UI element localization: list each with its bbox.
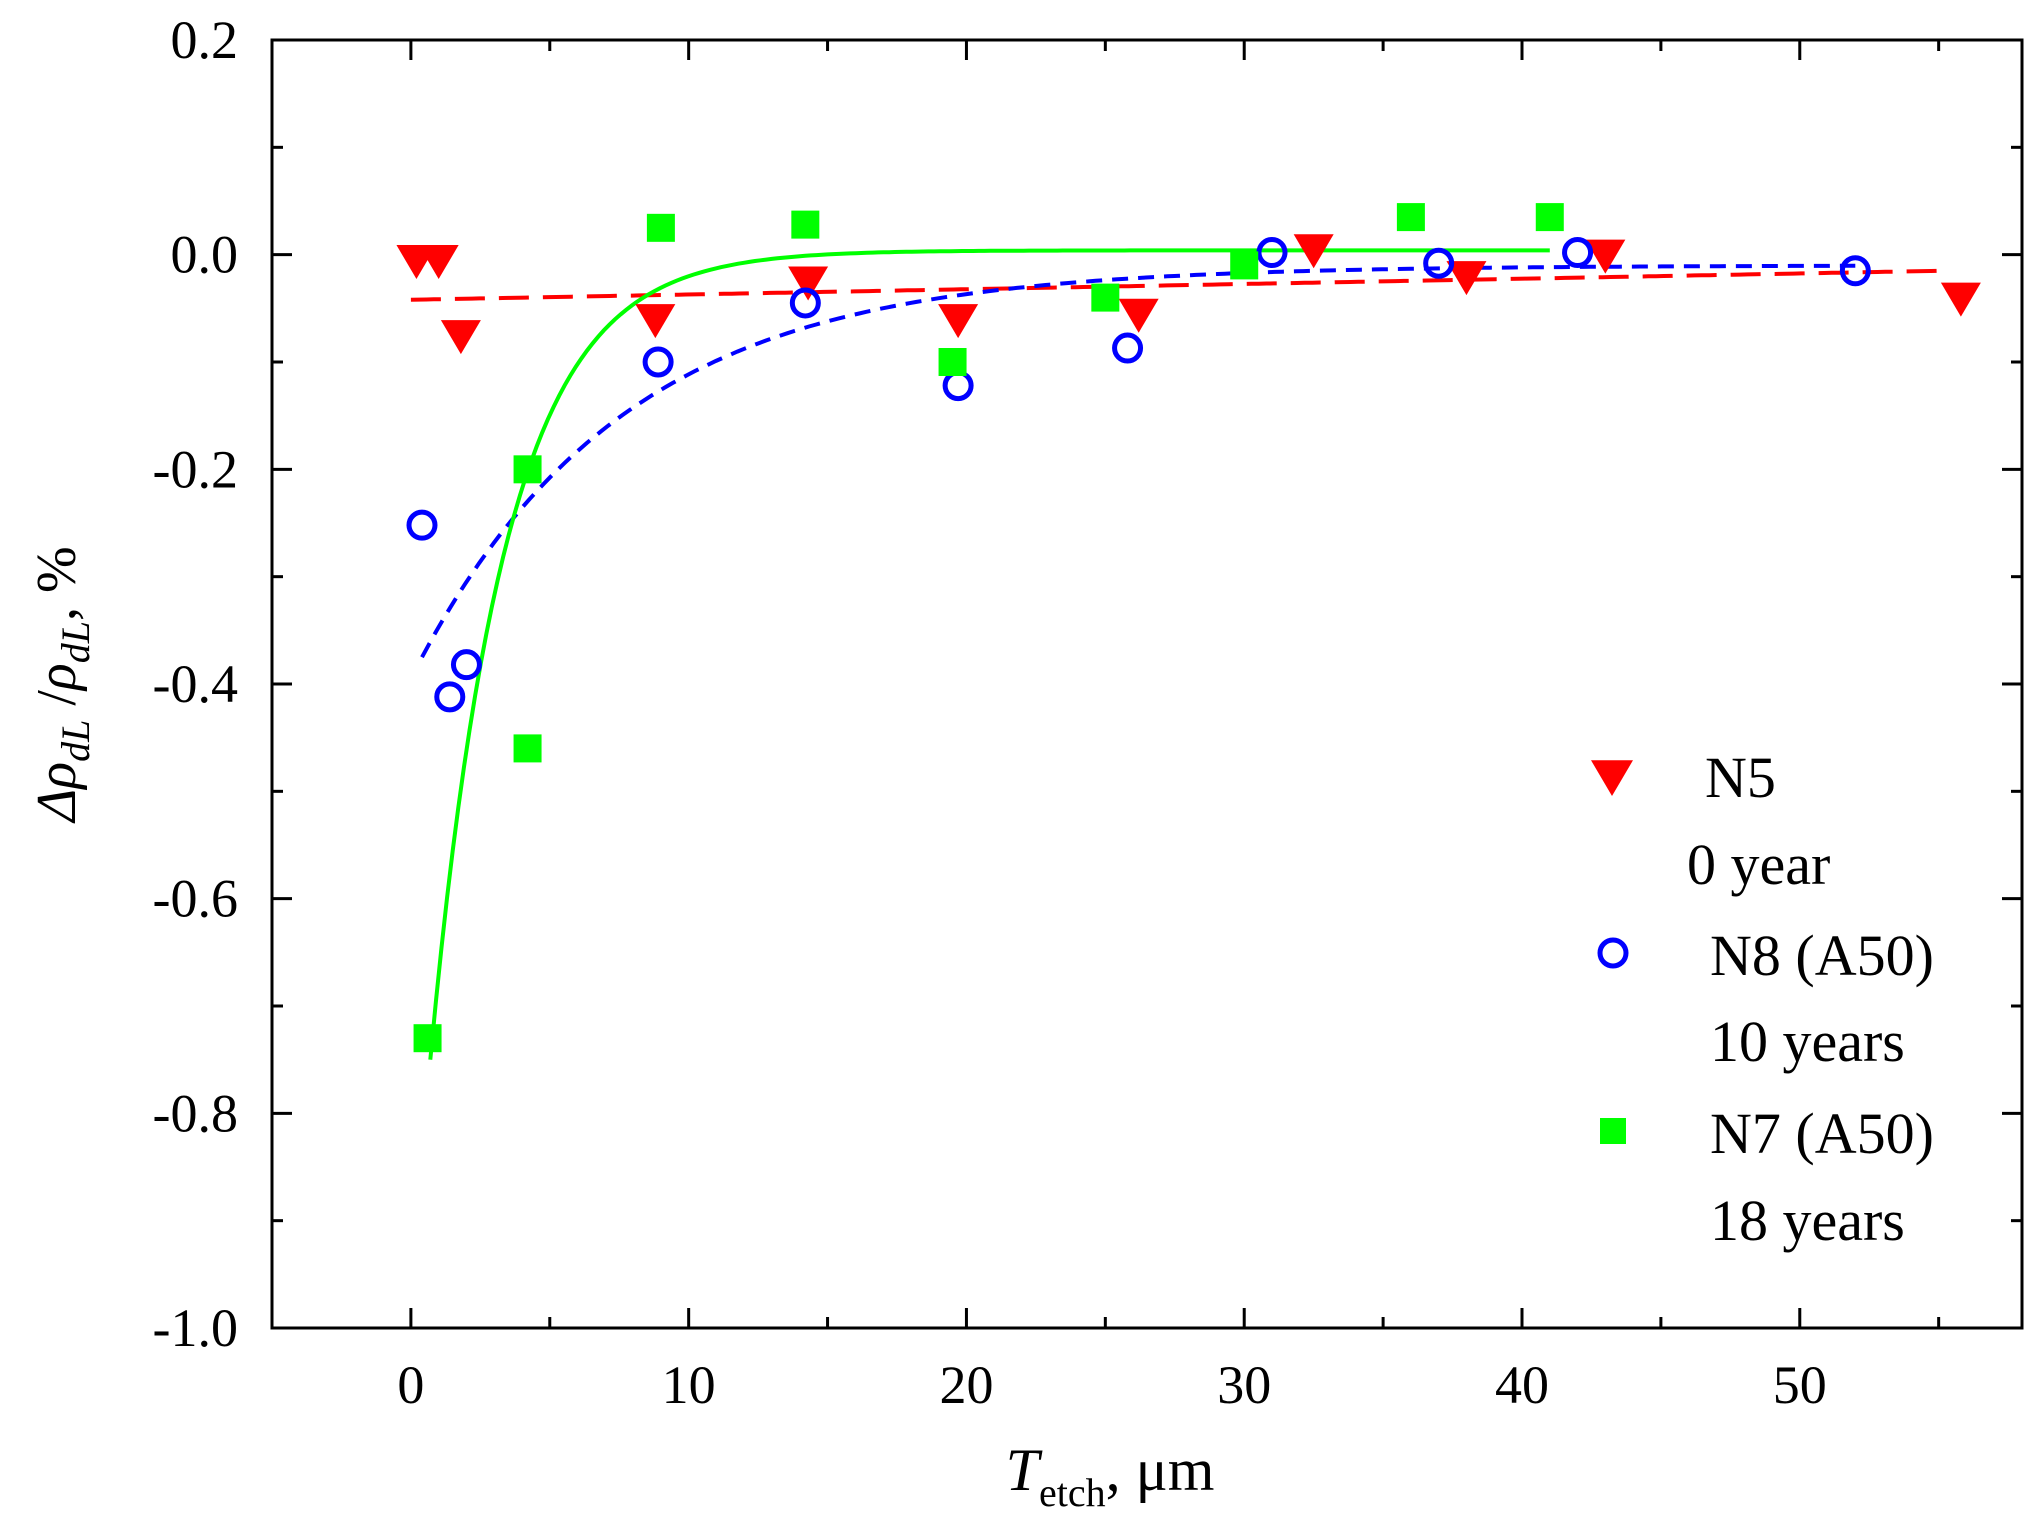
point-n5 bbox=[418, 245, 459, 280]
fit-line-n8 bbox=[420, 263, 1856, 659]
x-tick-label: 40 bbox=[1495, 1355, 1549, 1415]
y-title-sub1: dL bbox=[53, 720, 98, 762]
point-n7 bbox=[513, 455, 542, 484]
point-n5 bbox=[1446, 261, 1487, 296]
point-n5 bbox=[635, 304, 676, 339]
tick-labels: 0 10 20 30 40 50 0.2 0.0 -0.2 -0.4 -0.6 -0.8 -1.0 bbox=[153, 10, 1827, 1415]
legend-marker-n8 bbox=[1597, 937, 1629, 969]
point-n8 bbox=[1112, 332, 1144, 364]
y-title-slash: / bbox=[26, 690, 88, 720]
x-tick-label: 10 bbox=[662, 1355, 716, 1415]
point-n8 bbox=[434, 681, 466, 713]
point-n8 bbox=[1256, 237, 1288, 269]
legend: N5 0 year N8 (A50) 10 years N7 (A50) 18 … bbox=[1591, 745, 1934, 1253]
svg-text:ΔρdL /ρdL, %: ΔρdL /ρdL, % bbox=[26, 546, 98, 823]
point-n8 bbox=[789, 287, 821, 319]
y-title-sub2: dL bbox=[53, 621, 98, 663]
fit-line-n5 bbox=[410, 268, 1939, 302]
x-tick-label: 30 bbox=[1217, 1355, 1271, 1415]
y-axis-title: ΔρdL /ρdL, % bbox=[26, 546, 98, 823]
y-tick-label: 0.0 bbox=[171, 225, 239, 285]
fit-curves bbox=[410, 248, 1939, 1060]
legend-label-n8: N8 (A50) bbox=[1710, 923, 1934, 988]
point-n7 bbox=[1091, 283, 1120, 312]
x-title-unit: , μm bbox=[1106, 1437, 1215, 1503]
point-n5 bbox=[1118, 298, 1159, 333]
point-n5 bbox=[1940, 282, 1981, 317]
x-tick-label: 50 bbox=[1773, 1355, 1827, 1415]
x-axis-title: Tetch, μm bbox=[1006, 1437, 1215, 1515]
y-tick-label: -0.4 bbox=[153, 654, 238, 714]
y-tick-label: -1.0 bbox=[153, 1298, 238, 1358]
y-title-unit: , % bbox=[26, 546, 88, 621]
y-tick-label: -0.8 bbox=[153, 1083, 238, 1143]
legend-marker-n7 bbox=[1600, 1118, 1626, 1144]
legend-sublabel-n7: 18 years bbox=[1710, 1188, 1905, 1253]
fit-line-n7 bbox=[428, 248, 1550, 1060]
point-n7 bbox=[938, 348, 967, 376]
legend-label-n5: N5 bbox=[1705, 745, 1776, 810]
y-tick-label: -0.6 bbox=[153, 869, 238, 929]
x-tick-label: 20 bbox=[939, 1355, 993, 1415]
y-tick-label: -0.2 bbox=[153, 439, 238, 499]
point-n8 bbox=[1839, 255, 1871, 287]
point-n8 bbox=[1423, 247, 1455, 279]
point-n8 bbox=[406, 509, 438, 541]
point-n8 bbox=[1562, 237, 1594, 269]
point-n5 bbox=[1293, 234, 1334, 269]
point-n5 bbox=[440, 320, 481, 355]
x-tick-label: 0 bbox=[397, 1355, 424, 1415]
data-points bbox=[396, 203, 1981, 1053]
legend-entry-n5: N5 0 year bbox=[1591, 745, 1830, 897]
point-n7 bbox=[513, 734, 542, 763]
legend-entry-n7: N7 (A50) 18 years bbox=[1600, 1101, 1934, 1253]
point-n7 bbox=[1396, 203, 1425, 232]
legend-entry-n8: N8 (A50) 10 years bbox=[1597, 923, 1934, 1074]
y-title-delta-rho: Δρ bbox=[26, 762, 88, 824]
svg-text:Tetch, μm: Tetch, μm bbox=[1006, 1437, 1215, 1515]
point-n8 bbox=[642, 346, 674, 378]
point-n8 bbox=[942, 370, 974, 402]
point-n5 bbox=[788, 266, 829, 301]
y-title-rho: ρ bbox=[26, 663, 88, 692]
point-n7 bbox=[791, 210, 820, 239]
point-n8 bbox=[450, 649, 482, 681]
point-n5 bbox=[938, 304, 979, 339]
y-tick-label: 0.2 bbox=[171, 10, 239, 70]
point-n7 bbox=[1535, 203, 1564, 232]
legend-label-n7: N7 (A50) bbox=[1710, 1101, 1934, 1166]
legend-sublabel-n5: 0 year bbox=[1687, 832, 1830, 897]
point-n5 bbox=[1585, 239, 1626, 274]
point-n7 bbox=[413, 1024, 442, 1053]
point-n7 bbox=[646, 213, 675, 242]
legend-marker-n5 bbox=[1591, 760, 1633, 796]
point-n7 bbox=[1230, 251, 1259, 280]
legend-sublabel-n8: 10 years bbox=[1710, 1009, 1905, 1074]
x-title-t: T bbox=[1006, 1437, 1043, 1503]
axis-ticks bbox=[270, 38, 2022, 1330]
x-title-sub: etch bbox=[1039, 1470, 1106, 1515]
